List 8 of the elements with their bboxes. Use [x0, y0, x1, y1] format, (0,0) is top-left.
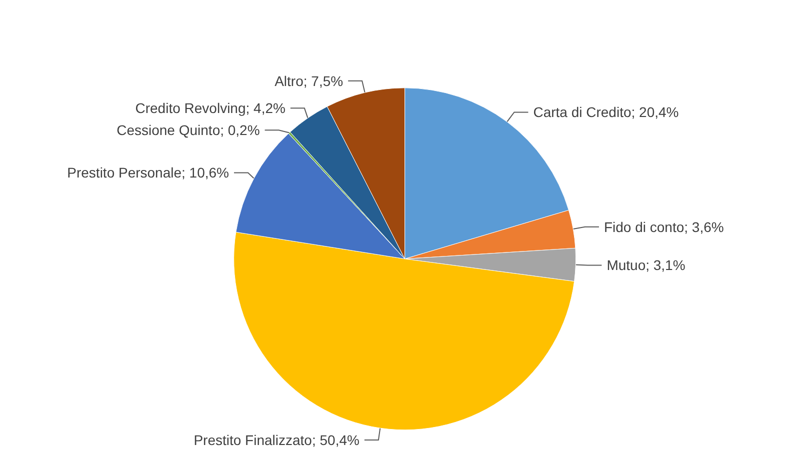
- slice-label: Carta di Credito; 20,4%: [533, 104, 679, 120]
- slice-label: Mutuo; 3,1%: [606, 257, 686, 274]
- slice-label: Fido di conto; 3,6%: [604, 218, 724, 235]
- slice-label: Prestito Finalizzato; 50,4%: [194, 432, 360, 448]
- slice-label: Credito Revolving; 4,2%: [135, 100, 286, 116]
- slice-label: Prestito Personale; 10,6%: [67, 164, 230, 181]
- slice-label: Cessione Quinto; 0,2%: [116, 122, 260, 138]
- slice-label: Altro; 7,5%: [274, 72, 344, 89]
